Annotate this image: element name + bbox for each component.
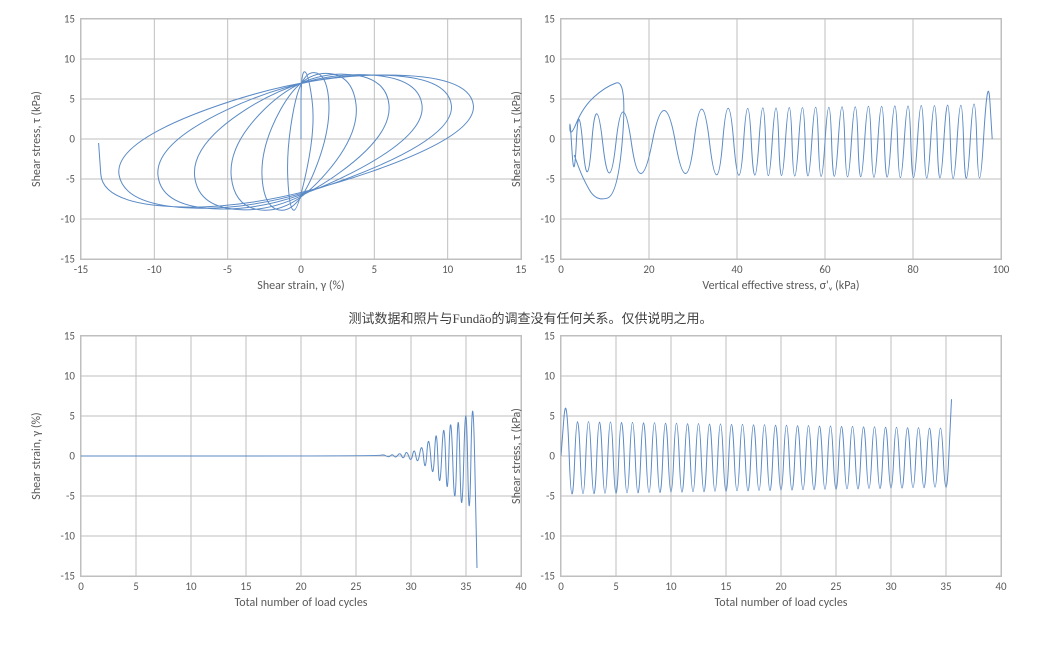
chart-B: 020406080100-15-10-5051015Shear stress, … xyxy=(560,18,1000,298)
chart-D: 0510152025303540-15-10-5051015Shear stre… xyxy=(560,335,1000,615)
row-bottom: 0510152025303540-15-10-5051015Shear stra… xyxy=(0,335,1061,615)
caption-text: 测试数据和照片与Fundão的调查没有任何关系。仅供说明之用。 xyxy=(0,308,1061,327)
figure-panel: { "caption": "测试数据和照片与Fundão的调查没有任何关系。仅供… xyxy=(0,0,1061,665)
chart-A: -15-10-5051015-15-10-5051015Shear stress… xyxy=(80,18,520,298)
chart-C: 0510152025303540-15-10-5051015Shear stra… xyxy=(80,335,520,615)
row-top: -15-10-5051015-15-10-5051015Shear stress… xyxy=(0,0,1061,298)
